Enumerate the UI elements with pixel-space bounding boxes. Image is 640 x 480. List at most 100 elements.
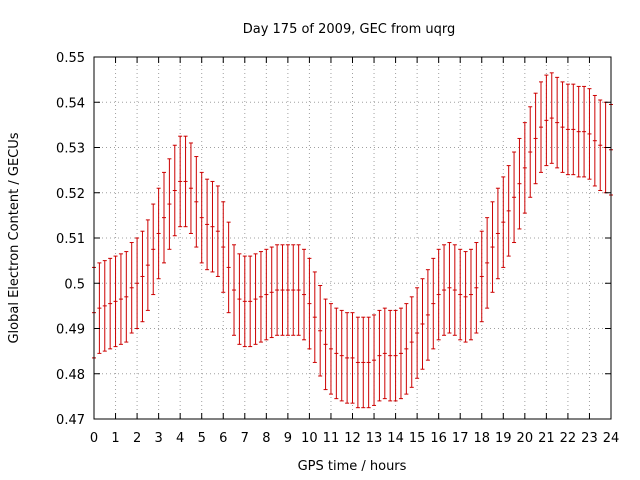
x-tick-label: 17 [452,431,469,446]
error-bar [156,187,161,280]
error-bar [226,221,231,314]
error-bar [366,316,371,409]
error-bar [495,187,500,280]
error-bar [248,255,253,348]
error-bar [522,122,527,214]
x-tick-label: 7 [241,431,249,446]
error-bar [592,94,597,187]
error-bar [447,242,452,334]
error-bar [129,242,134,334]
error-bar [258,251,263,343]
error-bar [221,201,226,293]
y-tick-label: 0.52 [56,187,85,202]
error-bar [275,244,280,336]
error-bar [328,303,333,395]
error-bar [560,81,565,173]
error-bar [145,219,150,311]
y-axis-label: Global Electron Content / GECUs [7,132,22,343]
error-bar [232,244,237,336]
error-bar [345,312,350,404]
y-tick-label: 0.47 [56,413,85,428]
error-bar [172,144,177,237]
error-bar [549,72,554,164]
x-tick-label: 23 [581,431,598,446]
error-bar [307,257,312,350]
error-bar [302,248,307,341]
error-bar [587,88,592,180]
error-bar [242,255,247,348]
error-bar [318,285,323,377]
error-bar [102,260,107,352]
error-bar [452,244,457,336]
error-bar [215,185,220,277]
error-bar [339,309,344,402]
y-tick-label: 0.54 [56,96,85,111]
error-bar [512,151,517,244]
error-bar [474,242,479,334]
error-bar [420,278,425,370]
error-bar [565,83,570,176]
error-bar [140,230,145,323]
error-bar [463,251,468,343]
x-tick-label: 16 [430,431,447,446]
x-tick-label: 19 [495,431,512,446]
error-bar [97,262,102,354]
error-bar [582,85,587,178]
x-tick-label: 12 [344,431,361,446]
error-bar [151,203,156,296]
error-bar [312,271,317,363]
error-bar [404,303,409,395]
error-bar [415,287,420,379]
ticks: 0.470.480.490.50.510.520.530.540.550 1 2 3 4… [56,51,619,446]
x-tick-label: 22 [560,431,577,446]
y-tick-label: 0.49 [56,323,85,338]
error-bar [458,248,463,341]
x-tick-label: 18 [473,431,490,446]
error-bar [372,314,377,406]
error-bar [468,248,473,341]
error-bar [388,309,393,402]
error-bar [113,255,118,348]
error-bar [237,253,242,345]
error-bar [393,309,398,402]
error-bar [296,244,301,336]
x-axis-label: GPS time / hours [298,459,407,474]
error-bar [398,307,403,400]
x-tick-label: 6 [219,431,227,446]
error-bar [205,178,210,271]
error-bar [506,165,511,257]
error-bar [291,244,296,336]
error-bar [361,316,366,409]
x-tick-label: 15 [409,431,426,446]
error-bars [92,72,613,409]
error-bar [490,201,495,293]
error-bar [501,176,506,268]
error-bar [334,307,339,400]
x-tick-label: 13 [366,431,383,446]
error-bar [194,156,199,248]
error-bar [436,248,441,341]
error-bar [598,99,603,191]
x-tick-label: 1 [111,431,119,446]
error-bar [162,171,167,264]
error-bar [210,180,215,273]
error-bar [264,248,269,341]
y-tick-label: 0.53 [56,142,85,157]
error-bar [323,298,328,391]
error-bar [576,85,581,178]
x-tick-label: 11 [323,431,340,446]
error-bar [571,83,576,176]
x-tick-label: 8 [262,431,270,446]
error-bar [425,269,430,361]
y-tick-label: 0.48 [56,368,85,383]
error-bar [479,230,484,323]
x-tick-label: 4 [176,431,184,446]
error-bar [544,74,549,167]
y-tick-label: 0.51 [56,232,85,247]
x-tick-label: 20 [517,431,534,446]
error-bar [269,246,274,339]
error-bar [178,135,183,228]
error-bar [188,142,193,234]
error-bar [382,307,387,400]
